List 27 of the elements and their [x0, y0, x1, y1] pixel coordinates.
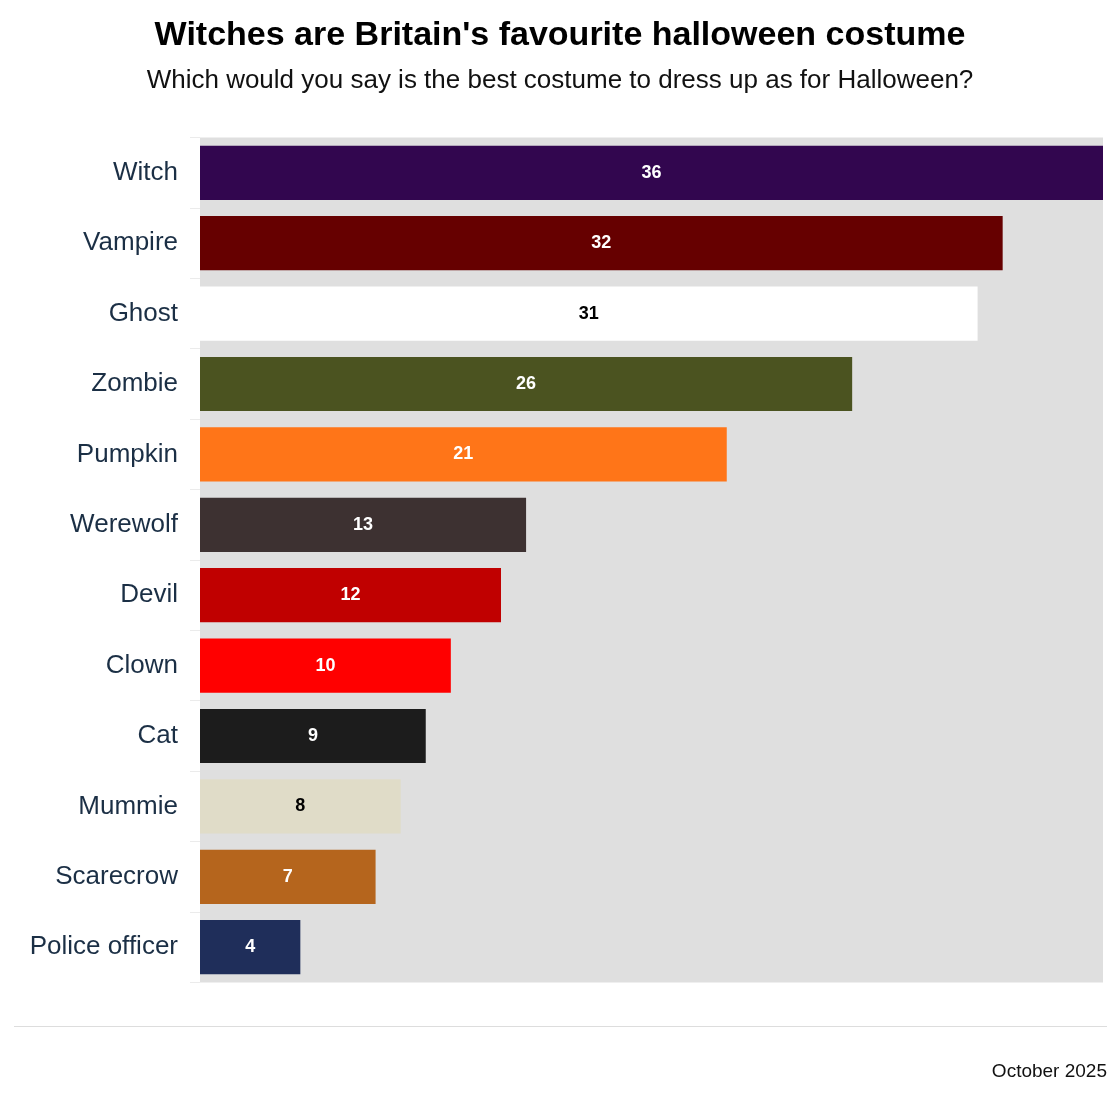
- y-tick-label: Mummie: [78, 789, 178, 820]
- data-label: 21: [453, 443, 474, 464]
- y-tick-label: Zombie: [91, 367, 178, 398]
- data-label: 32: [591, 232, 612, 253]
- y-tick-label: Police officer: [29, 930, 179, 961]
- y-tick-label: Werewolf: [70, 507, 179, 538]
- y-tick-label: Scarecrow: [55, 859, 179, 890]
- data-label: 4: [245, 936, 256, 957]
- data-label: 7: [282, 865, 293, 886]
- data-label: 10: [315, 654, 336, 675]
- y-tick-label: Clown: [105, 648, 178, 679]
- chart-title: Witches are Britain's favourite halloween costume: [153, 14, 967, 53]
- y-tick-label: Vampire: [83, 226, 178, 257]
- data-label: 36: [641, 161, 662, 182]
- y-tick-label: Cat: [137, 719, 179, 750]
- y-tick-label: Witch: [113, 155, 178, 186]
- data-label: 31: [578, 302, 599, 323]
- data-label: 13: [353, 513, 374, 534]
- y-tick-label: Ghost: [108, 296, 179, 327]
- data-label: 8: [295, 795, 306, 816]
- chart-subtitle: Which would you say is the best costume to dress up as for Halloween?: [145, 64, 975, 95]
- text: October 2025: [991, 1060, 1107, 1082]
- y-tick-label: Pumpkin: [76, 437, 178, 468]
- data-label: 9: [307, 724, 318, 745]
- y-tick-label: Devil: [120, 578, 178, 609]
- data-label: 12: [340, 584, 361, 605]
- data-label: 26: [516, 372, 537, 393]
